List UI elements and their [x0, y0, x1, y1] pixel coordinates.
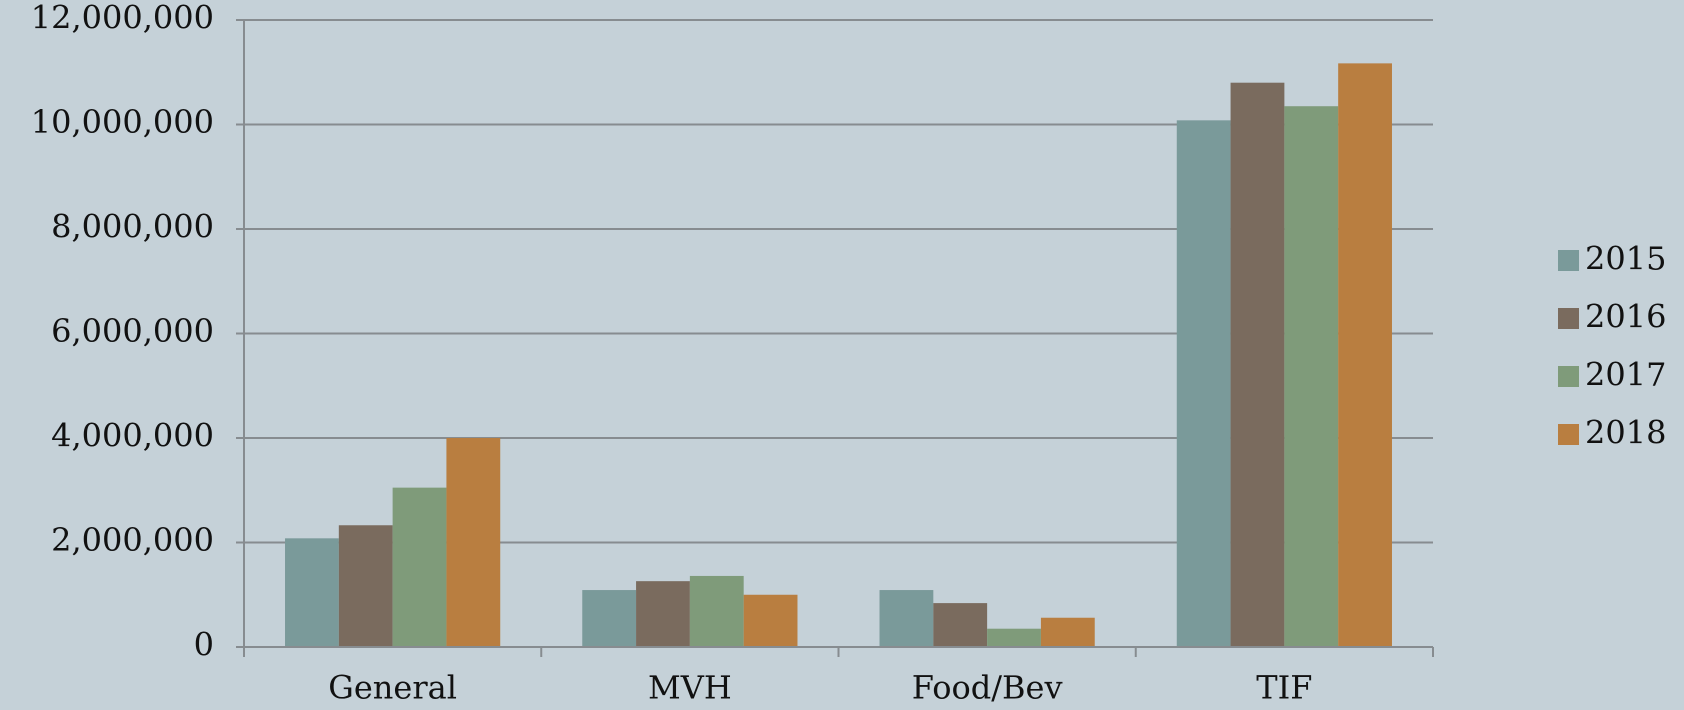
bar	[689, 575, 744, 647]
bar	[1338, 63, 1392, 648]
legend-label: 2015	[1585, 240, 1666, 278]
bar	[879, 590, 934, 647]
bar	[1284, 106, 1339, 647]
y-tick-label: 8,000,000	[51, 208, 214, 246]
y-tick-label: 2,000,000	[51, 521, 214, 559]
bar	[1230, 82, 1285, 647]
y-tick-label: 0	[194, 626, 214, 664]
legend-swatch	[1558, 308, 1579, 329]
legend-label: 2016	[1585, 298, 1666, 336]
x-tick-label: Food/Bev	[912, 669, 1063, 707]
y-tick-label: 6,000,000	[51, 312, 214, 350]
bar	[743, 594, 798, 647]
bar	[1040, 617, 1095, 647]
bar	[933, 603, 988, 647]
bar	[446, 438, 501, 647]
x-tick-label: MVH	[648, 669, 732, 707]
y-tick-label: 4,000,000	[51, 417, 214, 455]
x-tick-label: TIF	[1256, 669, 1312, 707]
bar	[285, 538, 339, 647]
legend-swatch	[1558, 424, 1579, 445]
bar	[392, 487, 447, 647]
y-tick-label: 10,000,000	[31, 103, 214, 141]
x-tick-label: General	[328, 669, 457, 707]
legend-swatch	[1558, 250, 1579, 271]
y-tick-label: 12,000,000	[31, 0, 214, 37]
legend-label: 2017	[1585, 356, 1666, 394]
bar	[636, 581, 690, 647]
legend-label: 2018	[1585, 414, 1666, 452]
bar	[582, 590, 637, 647]
bar	[987, 628, 1041, 647]
bar	[338, 525, 393, 647]
bar	[1176, 120, 1231, 647]
legend-swatch	[1558, 366, 1579, 387]
